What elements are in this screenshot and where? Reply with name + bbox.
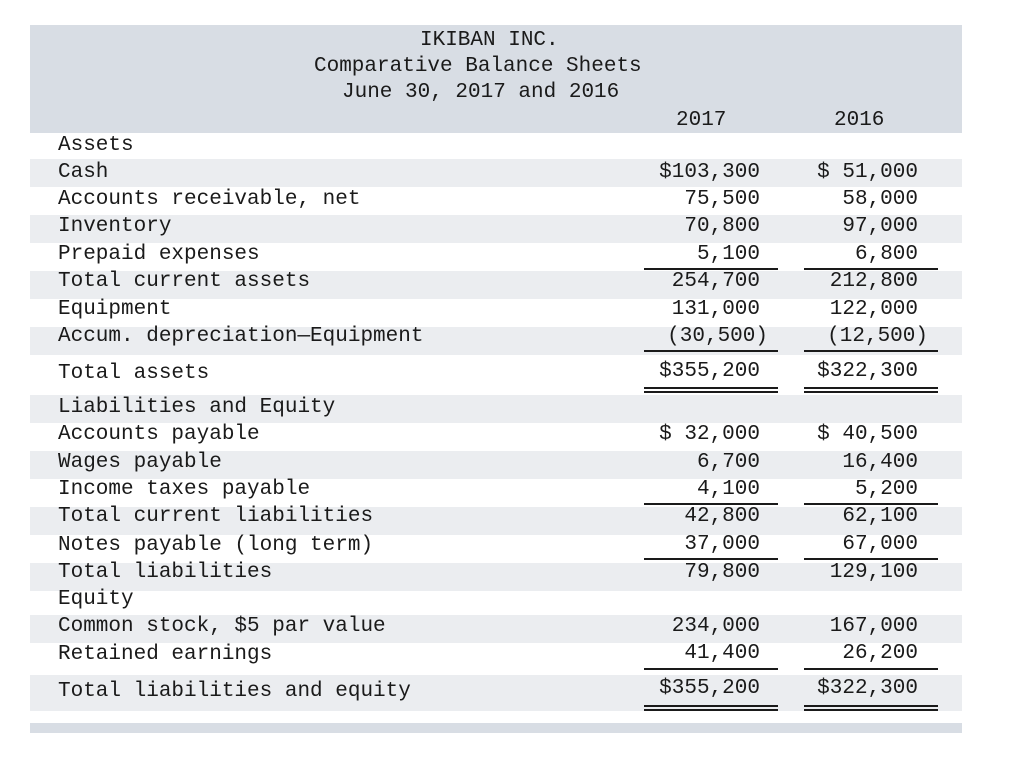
row-label: Cash <box>58 161 109 184</box>
subtotal-rule <box>644 503 778 505</box>
total-assets-2016: $322,300 <box>817 360 918 383</box>
value-2017: $103,300 <box>659 161 760 184</box>
assets-heading: Assets <box>58 134 134 157</box>
value-2016: 67,000 <box>842 533 918 556</box>
row-band <box>30 215 962 243</box>
company-name: IKIBAN INC. <box>420 29 559 52</box>
value-2017: 75,500 <box>684 188 760 211</box>
value-2017: (30,500) <box>667 325 768 348</box>
value-2016: 167,000 <box>829 615 918 638</box>
row-label: Total current liabilities <box>58 505 374 528</box>
double-rule <box>804 709 938 711</box>
total-liabilities-equity-label: Total liabilities and equity <box>58 680 411 703</box>
row-label: Income taxes payable <box>58 478 311 501</box>
subtotal-rule <box>804 503 938 505</box>
subtotal-rule <box>644 350 778 352</box>
equity-heading: Equity <box>58 588 134 611</box>
total-assets-label: Total assets <box>58 362 210 385</box>
value-2016: 122,000 <box>829 298 918 321</box>
value-2016: $ 40,500 <box>817 423 918 446</box>
double-rule <box>804 391 938 393</box>
value-2016: 62,100 <box>842 505 918 528</box>
row-label: Notes payable (long term) <box>58 534 374 557</box>
subtotal-rule <box>644 558 778 560</box>
double-rule <box>644 709 778 711</box>
total-liabilities-equity-2017: $355,200 <box>659 677 760 700</box>
row-label: Accounts receivable, net <box>58 188 361 211</box>
row-label: Inventory <box>58 215 172 238</box>
value-2016: $ 51,000 <box>817 161 918 184</box>
row-label: Retained earnings <box>58 643 273 666</box>
row-band <box>30 507 962 535</box>
value-2016: 6,800 <box>854 243 918 266</box>
value-2017: 37,000 <box>684 533 760 556</box>
double-rule <box>804 705 938 707</box>
subtotal-rule <box>804 268 938 270</box>
footer-band <box>30 723 962 733</box>
value-2017: 131,000 <box>671 298 760 321</box>
double-rule <box>644 391 778 393</box>
value-2017: 41,400 <box>684 642 760 665</box>
row-label: Accounts payable <box>58 423 260 446</box>
statement-date: June 30, 2017 and 2016 <box>342 81 620 104</box>
balance-sheet: IKIBAN INC. Comparative Balance Sheets J… <box>30 25 962 733</box>
value-2016: 26,200 <box>842 642 918 665</box>
column-header-2016: 2016 <box>834 109 885 132</box>
value-2017: 254,700 <box>671 270 760 293</box>
total-assets-2017: $355,200 <box>659 360 760 383</box>
row-label: Wages payable <box>58 451 222 474</box>
value-2017: 5,100 <box>696 243 760 266</box>
row-label: Equipment <box>58 298 172 321</box>
value-2017: 70,800 <box>684 215 760 238</box>
value-2016: 5,200 <box>854 478 918 501</box>
subtotal-rule <box>644 668 778 670</box>
statement-title: Comparative Balance Sheets <box>314 55 642 78</box>
total-liabilities-equity-2016: $322,300 <box>817 677 918 700</box>
value-2017: $ 32,000 <box>659 423 760 446</box>
subtotal-rule <box>804 668 938 670</box>
liabilities-heading: Liabilities and Equity <box>58 396 336 419</box>
value-2017: 234,000 <box>671 615 760 638</box>
row-band <box>30 159 962 187</box>
row-band <box>30 563 962 591</box>
double-rule <box>644 387 778 389</box>
value-2017: 4,100 <box>696 478 760 501</box>
row-label: Common stock, $5 par value <box>58 615 386 638</box>
value-2016: 212,800 <box>829 270 918 293</box>
value-2016: 129,100 <box>829 561 918 584</box>
subtotal-rule <box>804 350 938 352</box>
value-2016: (12,500) <box>827 325 928 348</box>
subtotal-rule <box>644 268 778 270</box>
value-2016: 58,000 <box>842 188 918 211</box>
row-label: Total liabilities <box>58 561 273 584</box>
value-2016: 16,400 <box>842 451 918 474</box>
row-band <box>30 615 962 643</box>
value-2017: 42,800 <box>684 505 760 528</box>
column-header-2017: 2017 <box>676 109 727 132</box>
row-band <box>30 395 962 423</box>
row-band <box>30 451 962 479</box>
row-label: Total current assets <box>58 270 311 293</box>
value-2017: 6,700 <box>696 451 760 474</box>
double-rule <box>644 705 778 707</box>
value-2016: 97,000 <box>842 215 918 238</box>
row-band <box>30 271 962 299</box>
subtotal-rule <box>804 558 938 560</box>
double-rule <box>804 387 938 389</box>
value-2017: 79,800 <box>684 561 760 584</box>
row-label: Prepaid expenses <box>58 243 260 266</box>
header-band <box>30 25 962 133</box>
row-label: Accum. depreciation—Equipment <box>58 325 424 348</box>
